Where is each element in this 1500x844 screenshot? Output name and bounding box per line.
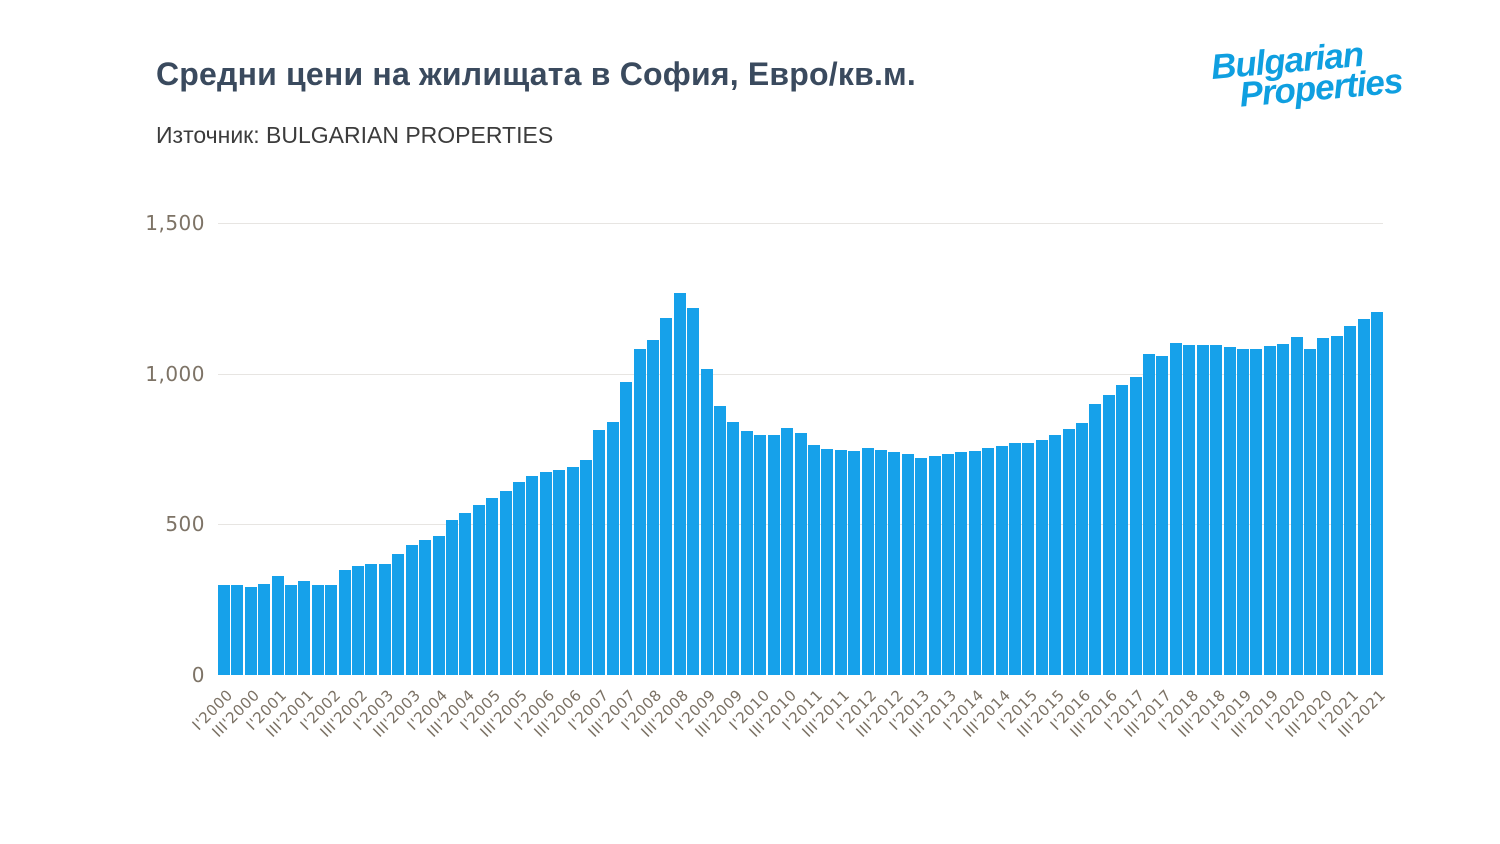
bar-II'2012	[874, 449, 887, 675]
bar-III'2000	[244, 587, 257, 675]
bar-III'2017	[1156, 355, 1169, 675]
bar-I'2017	[1129, 377, 1142, 675]
gridline-1500	[218, 223, 1383, 224]
page-title: Средни цени на жилищата в София, Евро/кв…	[156, 56, 917, 92]
bar-IV'2019	[1277, 343, 1290, 675]
bar-I'2002	[325, 584, 338, 675]
bar-IV'2009	[740, 430, 753, 675]
bar-II'2005	[499, 491, 512, 675]
bar-I'2005	[486, 497, 499, 675]
bar-IV'2018	[1223, 346, 1236, 675]
bar-II'2020	[1303, 349, 1316, 675]
bar-IV'2002	[365, 563, 378, 675]
bar-I'2018	[1183, 345, 1196, 675]
y-tick-label: 500	[165, 512, 205, 537]
bar-III'2011	[834, 450, 847, 675]
bar-IV'2006	[579, 460, 592, 675]
bar-III'2008	[673, 293, 686, 675]
bar-IV'2005	[526, 476, 539, 675]
bar-II'2004	[445, 520, 458, 675]
bar-III'2013	[941, 454, 954, 675]
bar-IV'2007	[633, 348, 646, 675]
bar-III'2002	[352, 566, 365, 675]
bar-II'2019	[1250, 349, 1263, 675]
bar-I'2004	[432, 535, 445, 675]
bar-IV'2012	[901, 454, 914, 675]
bar-I'2001	[271, 576, 284, 675]
bar-II'2006	[553, 470, 566, 675]
bar-II'2009	[714, 405, 727, 675]
bar-IV'2020	[1330, 335, 1343, 675]
bar-III'2010	[781, 428, 794, 675]
bar-I'2000	[218, 585, 230, 675]
bar-II'2011	[821, 449, 834, 675]
bar-III'2007	[620, 381, 633, 675]
bar-III'2001	[298, 581, 311, 675]
bar-IV'2014	[1009, 443, 1021, 675]
bar-II'2000	[231, 585, 244, 675]
bar-I'2010	[754, 434, 767, 675]
bar-III'2003	[405, 544, 418, 675]
bar-II'2015	[1035, 440, 1048, 675]
bar-III'2021	[1371, 311, 1383, 675]
bar-IV'2001	[311, 585, 324, 675]
bar-III'2019	[1263, 346, 1276, 675]
bar-IV'2010	[794, 433, 807, 675]
gridline-1000	[218, 373, 1383, 375]
bar-IV'2016	[1116, 385, 1129, 675]
bar-I'2007	[593, 430, 606, 675]
bar-I'2011	[807, 445, 820, 675]
bar-III'2020	[1317, 337, 1330, 675]
bar-III'2014	[995, 446, 1008, 675]
bar-II'2013	[928, 455, 941, 675]
bar-II'2016	[1089, 403, 1102, 675]
bar-III'2015	[1049, 434, 1062, 675]
bar-I'2020	[1290, 336, 1303, 675]
bar-II'2018	[1196, 345, 1209, 675]
bar-I'2009	[700, 368, 713, 675]
source-label: Източник: BULGARIAN PROPERTIES	[156, 122, 554, 148]
bar-II'2007	[606, 421, 619, 675]
bar-IV'2000	[258, 584, 271, 675]
bar-II'2017	[1143, 354, 1156, 675]
bar-I'2021	[1344, 326, 1357, 675]
bar-II'2001	[285, 584, 298, 675]
bar-III'2012	[888, 452, 901, 675]
bar-IV'2004	[472, 505, 485, 675]
bar-IV'2013	[955, 451, 968, 675]
bar-I'2008	[647, 340, 660, 675]
bar-I'2012	[861, 447, 874, 675]
bar-IV'2003	[419, 540, 432, 675]
bar-I'2015	[1022, 443, 1035, 675]
bar-III'2005	[512, 481, 525, 675]
bar-II'2010	[767, 434, 780, 675]
bar-IV'2011	[848, 450, 861, 675]
bar-I'2019	[1236, 348, 1249, 675]
bar-III'2018	[1210, 345, 1223, 675]
y-tick-label: 0	[191, 663, 205, 687]
bar-II'2002	[338, 570, 351, 675]
bar-III'2009	[727, 421, 740, 675]
bar-I'2006	[539, 471, 552, 675]
bar-III'2006	[566, 466, 579, 675]
bar-I'2003	[378, 563, 391, 675]
bar-III'2016	[1102, 394, 1115, 675]
y-tick-label: 1,000	[145, 361, 205, 386]
bar-II'2008	[660, 317, 673, 675]
bar-IV'2008	[687, 308, 700, 675]
bar-I'2016	[1076, 422, 1089, 675]
bar-II'2021	[1357, 318, 1370, 675]
bar-III'2004	[459, 512, 472, 675]
bar-I'2014	[968, 450, 981, 675]
bar-I'2013	[915, 458, 928, 675]
bar-II'2003	[392, 553, 405, 675]
bar-II'2014	[982, 448, 995, 675]
bar-IV'2017	[1169, 343, 1182, 675]
bar-IV'2015	[1062, 429, 1075, 675]
y-tick-label: 1,500	[145, 211, 205, 235]
